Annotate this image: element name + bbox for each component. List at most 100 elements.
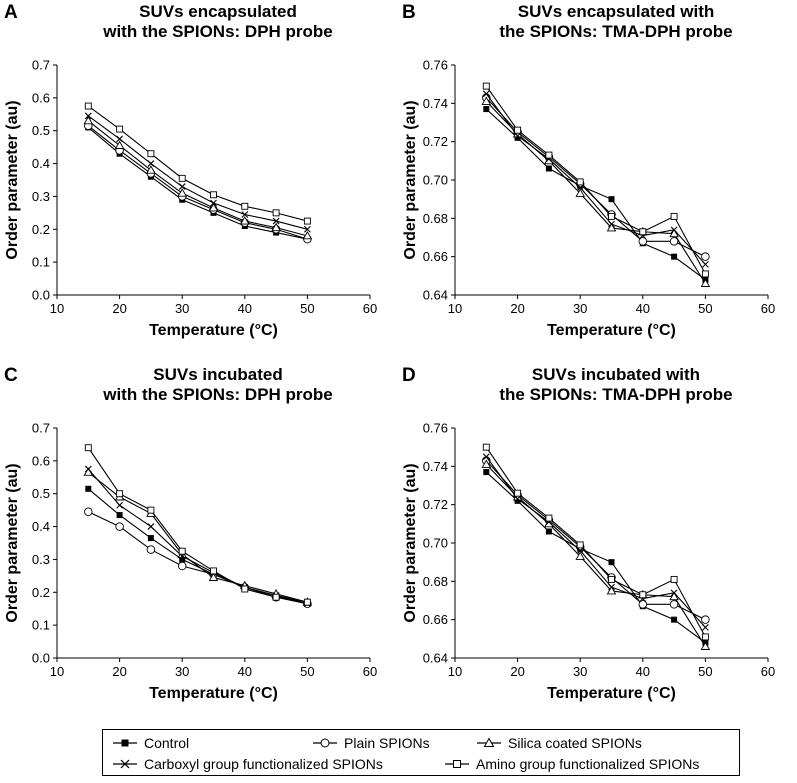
series-line: [485, 456, 706, 628]
x-tick-label: 60: [363, 301, 377, 316]
data-point-square-open: [116, 490, 124, 498]
triangle-open-icon: [477, 737, 501, 747]
y-tick-label: 0.74: [423, 459, 448, 474]
series-carboxyl-group-functionalized-spions: [482, 90, 709, 268]
y-tick-label: 0.2: [32, 585, 50, 600]
y-tick-label: 0.70: [423, 173, 448, 188]
series-line: [87, 115, 308, 230]
series-line: [485, 93, 706, 265]
data-point-cross: [702, 260, 709, 268]
series-silica-coated-spions: [83, 467, 313, 606]
data-point-cross: [702, 623, 709, 631]
data-point-square-open: [545, 514, 553, 522]
data-point-cross: [116, 135, 123, 143]
data-point-square-open: [514, 489, 522, 497]
series-carboxyl-group-functionalized-spions: [84, 112, 311, 233]
data-point-square-filled: [545, 528, 552, 535]
panel-letter: D: [402, 365, 416, 386]
data-point-triangle-open: [669, 591, 679, 601]
x-tick-label: 30: [573, 301, 587, 316]
data-point-circle-open: [638, 600, 648, 609]
y-tick-label: 0.0: [32, 288, 50, 303]
data-point-square-filled: [671, 253, 678, 260]
series-line: [87, 127, 308, 240]
series-line: [485, 471, 706, 644]
data-point-circle-open: [701, 252, 710, 261]
data-point-triangle-open: [146, 165, 156, 174]
x-tick-label: 40: [636, 664, 650, 679]
data-point-cross: [576, 547, 584, 555]
series-amino-group-functionalized-spions: [482, 82, 709, 278]
chart-title-line-1: SUVs encapsulated with: [517, 2, 715, 21]
chart-title-line-1: SUVs incubated with: [531, 365, 701, 384]
data-point-square-open: [178, 547, 186, 555]
legend-label: Amino group functionalized SPIONs: [476, 756, 700, 772]
data-point-cross: [178, 183, 186, 190]
data-point-square-open: [241, 202, 249, 210]
series-carboxyl-group-functionalized-spions: [84, 465, 311, 608]
series-amino-group-functionalized-spions: [84, 102, 311, 225]
data-point-square-open: [514, 126, 522, 134]
chart-panel-b: B SUVs encapsulated with the SPIONs: TMA…: [398, 0, 796, 360]
data-point-square-open: [608, 575, 615, 583]
x-axis-label: Temperature (°C): [149, 322, 278, 339]
y-tick-label: 0.68: [423, 211, 448, 226]
chart-title-line-2: the SPIONs: TMA-DPH probe: [499, 22, 733, 41]
chart-svg: 0.64 0.66 0.68 0.70 0.72 0.74 0.76 10 20 30 40 50 60…: [402, 58, 775, 340]
data-point-triangle-open: [700, 641, 711, 650]
series-line: [87, 120, 308, 237]
y-tick-label: 0.3: [32, 189, 50, 204]
y-tick-label: 0.1: [32, 618, 50, 633]
x-axis-label: Temperature (°C): [547, 322, 676, 339]
x-tick-label: 50: [300, 664, 314, 679]
data-point-square-open: [178, 174, 186, 182]
series-line: [485, 101, 706, 284]
chart-title: SUVs incubated with the SPIONs: DPH prob…: [40, 365, 396, 405]
chart-legend: Control Plain SPIONs Silica coated SPION…: [102, 729, 740, 776]
series-silica-coated-spions: [83, 115, 313, 240]
square-filled-icon: [113, 739, 137, 747]
circle-open-icon: [313, 738, 337, 748]
x-tick-label: 50: [300, 301, 314, 316]
series-amino-group-functionalized-spions: [482, 443, 709, 641]
y-tick-label: 0.2: [32, 222, 50, 237]
data-point-triangle-open: [208, 203, 219, 212]
data-point-triangle-open: [271, 222, 281, 232]
x-axis-label: Temperature (°C): [149, 685, 278, 702]
chart-title-line-2: with the SPIONs: DPH probe: [103, 385, 333, 404]
data-point-cross: [608, 583, 615, 591]
data-point-square-open: [701, 270, 709, 278]
data-point-triangle-open: [606, 223, 617, 232]
data-point-circle-open: [638, 237, 648, 246]
data-point-triangle-open: [177, 188, 187, 197]
y-tick-label: 0.7: [32, 58, 50, 73]
data-point-square-filled: [483, 469, 490, 476]
data-point-circle-open: [177, 561, 187, 571]
data-point-square-open: [147, 506, 155, 514]
chart-svg: 0.0 0.1 0.2 0.3 0.4 0.5 0.6 0.7 10 20 30 40 50 60 Temp…: [4, 58, 377, 340]
data-point-triangle-open: [208, 572, 219, 581]
data-point-circle-open: [701, 615, 710, 624]
data-point-square-open: [210, 567, 217, 575]
data-point-circle-open: [84, 507, 93, 517]
y-axis-label: Order parameter (au): [4, 100, 21, 259]
y-tick-label: 0.1: [32, 255, 50, 270]
data-point-square-open: [272, 593, 280, 601]
chart-svg: 0.64 0.66 0.68 0.70 0.72 0.74 0.76 10 20 30 40 50 60…: [402, 421, 775, 703]
chart-title: SUVs incubated with the SPIONs: TMA-DPH …: [438, 365, 794, 405]
y-tick-label: 0.76: [423, 421, 448, 436]
data-point-square-filled: [483, 106, 490, 113]
data-point-triangle-open: [669, 228, 679, 238]
chart-panel-d: D SUVs incubated with the SPIONs: TMA-DP…: [398, 363, 796, 723]
y-axis-label: Order parameter (au): [402, 463, 419, 622]
data-point-square-open: [210, 191, 217, 199]
x-tick-label: 20: [112, 301, 126, 316]
data-point-square-filled: [608, 559, 615, 566]
data-point-square-open: [545, 151, 553, 159]
y-tick-label: 0.70: [423, 536, 448, 551]
data-point-square-open: [670, 575, 678, 583]
y-tick-label: 0.66: [423, 612, 448, 627]
series-silica-coated-spions: [481, 96, 711, 287]
data-point-cross: [482, 90, 490, 98]
x-tick-label: 50: [698, 301, 712, 316]
